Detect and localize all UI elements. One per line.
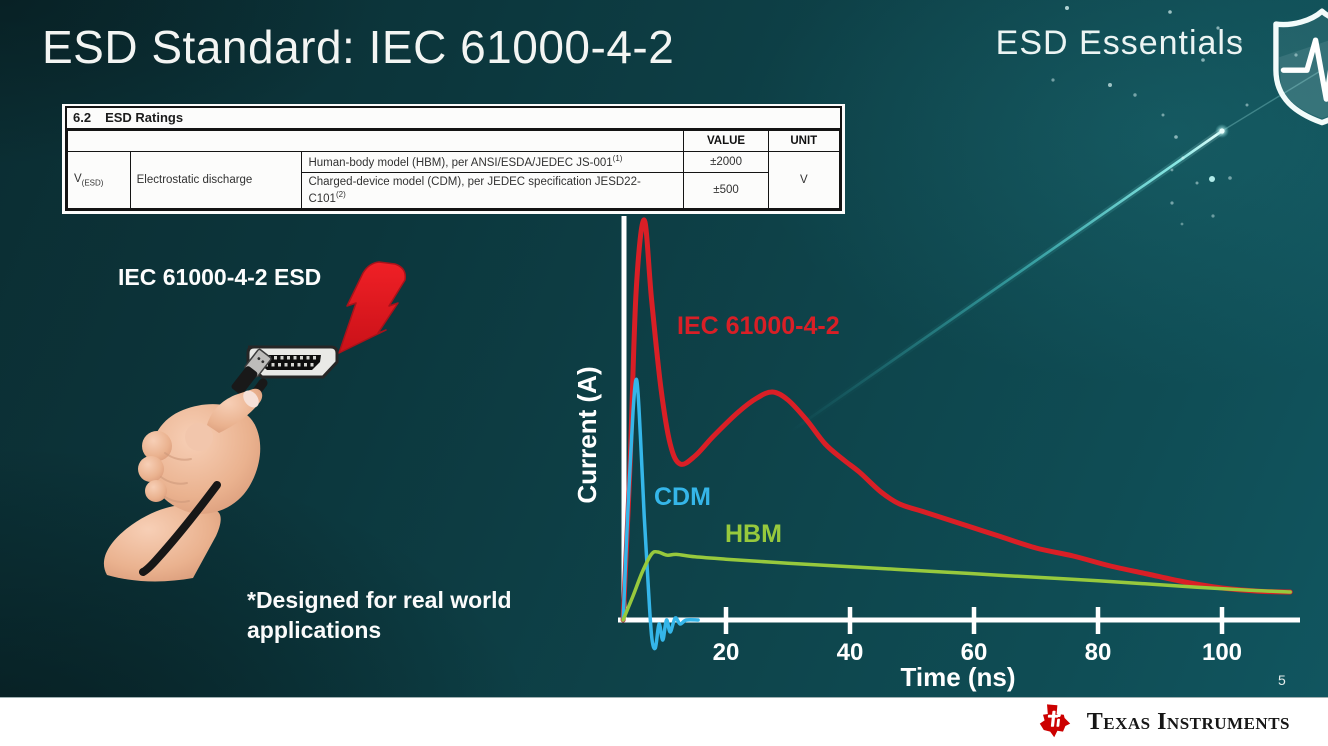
- hdmi-connector-icon: [246, 345, 339, 379]
- cdm-description-cell: Charged-device model (CDM), per JEDEC sp…: [301, 172, 685, 209]
- chart-curves: [620, 217, 1293, 651]
- cable-lower: [139, 481, 221, 576]
- illustration-caption: *Designed for real world applications: [247, 587, 512, 643]
- unit-cell: V: [767, 151, 841, 209]
- hand-illustration: [103, 388, 263, 582]
- ti-texas-icon: [1039, 704, 1070, 738]
- cable-plug: [231, 348, 272, 395]
- series-curve-cdm: [621, 377, 700, 651]
- ti-brand-name: Texas Instruments: [1086, 709, 1290, 735]
- lightning-bolt-icon: [338, 261, 407, 354]
- x-axis-ticks: 20 40 60 80 100: [713, 607, 1242, 666]
- series-label-cdm: CDM: [654, 483, 711, 511]
- hbm-description-cell: Human-body model (HBM), per ANSI/ESDA/JE…: [301, 150, 685, 174]
- series-label-iec-61000-4-2: IEC 61000-4-2: [677, 312, 840, 340]
- page-number: 5: [1278, 672, 1286, 688]
- x-tick-label: 40: [837, 639, 864, 666]
- unit-header: UNIT: [767, 130, 841, 152]
- table-row: Charged-device model (CDM), per JEDEC sp…: [68, 172, 840, 209]
- table-row: V(ESD) Electrostatic discharge Human-bod…: [67, 150, 841, 209]
- waveform-chart: 20 40 60 80 100 Time (ns) Current (A) IEC 61…: [560, 190, 1328, 706]
- hbm-value-cell: ±2000: [683, 150, 769, 174]
- header-empty-cell: [66, 130, 685, 152]
- x-tick-label: 80: [1085, 639, 1112, 666]
- x-tick-label: 20: [713, 639, 740, 666]
- esd-strike-illustration: [103, 261, 407, 582]
- x-axis-title: Time (ns): [900, 662, 1015, 692]
- y-axis-title: Current (A): [572, 366, 602, 503]
- series-curve-iec-61000-4-2: [620, 217, 1293, 623]
- x-tick-label: 60: [961, 639, 988, 666]
- page-title: ESD Standard: IEC 61000-4-2: [42, 21, 675, 73]
- ratings-table-panel: 6.2 ESD Ratings VALUE UNIT V(ESD) Electro…: [62, 104, 845, 214]
- series-brand-label: ESD Essentials: [995, 24, 1244, 62]
- cdm-value-cell: ±500: [683, 172, 769, 209]
- series-curve-hbm: [621, 549, 1292, 622]
- esd-shield-icon: [1273, 8, 1328, 126]
- section-name: ESD Ratings: [105, 110, 184, 125]
- footer-bar: Texas Instruments: [0, 697, 1328, 746]
- symbol-cell: V(ESD): [67, 151, 131, 209]
- ti-logo: Texas Instruments: [1035, 702, 1290, 742]
- value-header: VALUE: [683, 130, 769, 152]
- ratings-table: VALUE UNIT V(ESD) Electrostatic discharg…: [66, 130, 841, 209]
- section-number: 6.2: [73, 110, 92, 125]
- ratings-section-title: 6.2 ESD Ratings: [67, 108, 840, 130]
- table-header-row: VALUE UNIT: [66, 130, 841, 152]
- illustration-label: IEC 61000-4-2 ESD: [118, 264, 322, 290]
- esd-chart-canvas: 20 40 60 80 100 Time (ns) Current (A): [572, 216, 1300, 692]
- x-tick-label: 100: [1202, 639, 1242, 666]
- series-label-hbm: HBM: [725, 520, 782, 548]
- parameter-cell: Electrostatic discharge: [129, 151, 303, 209]
